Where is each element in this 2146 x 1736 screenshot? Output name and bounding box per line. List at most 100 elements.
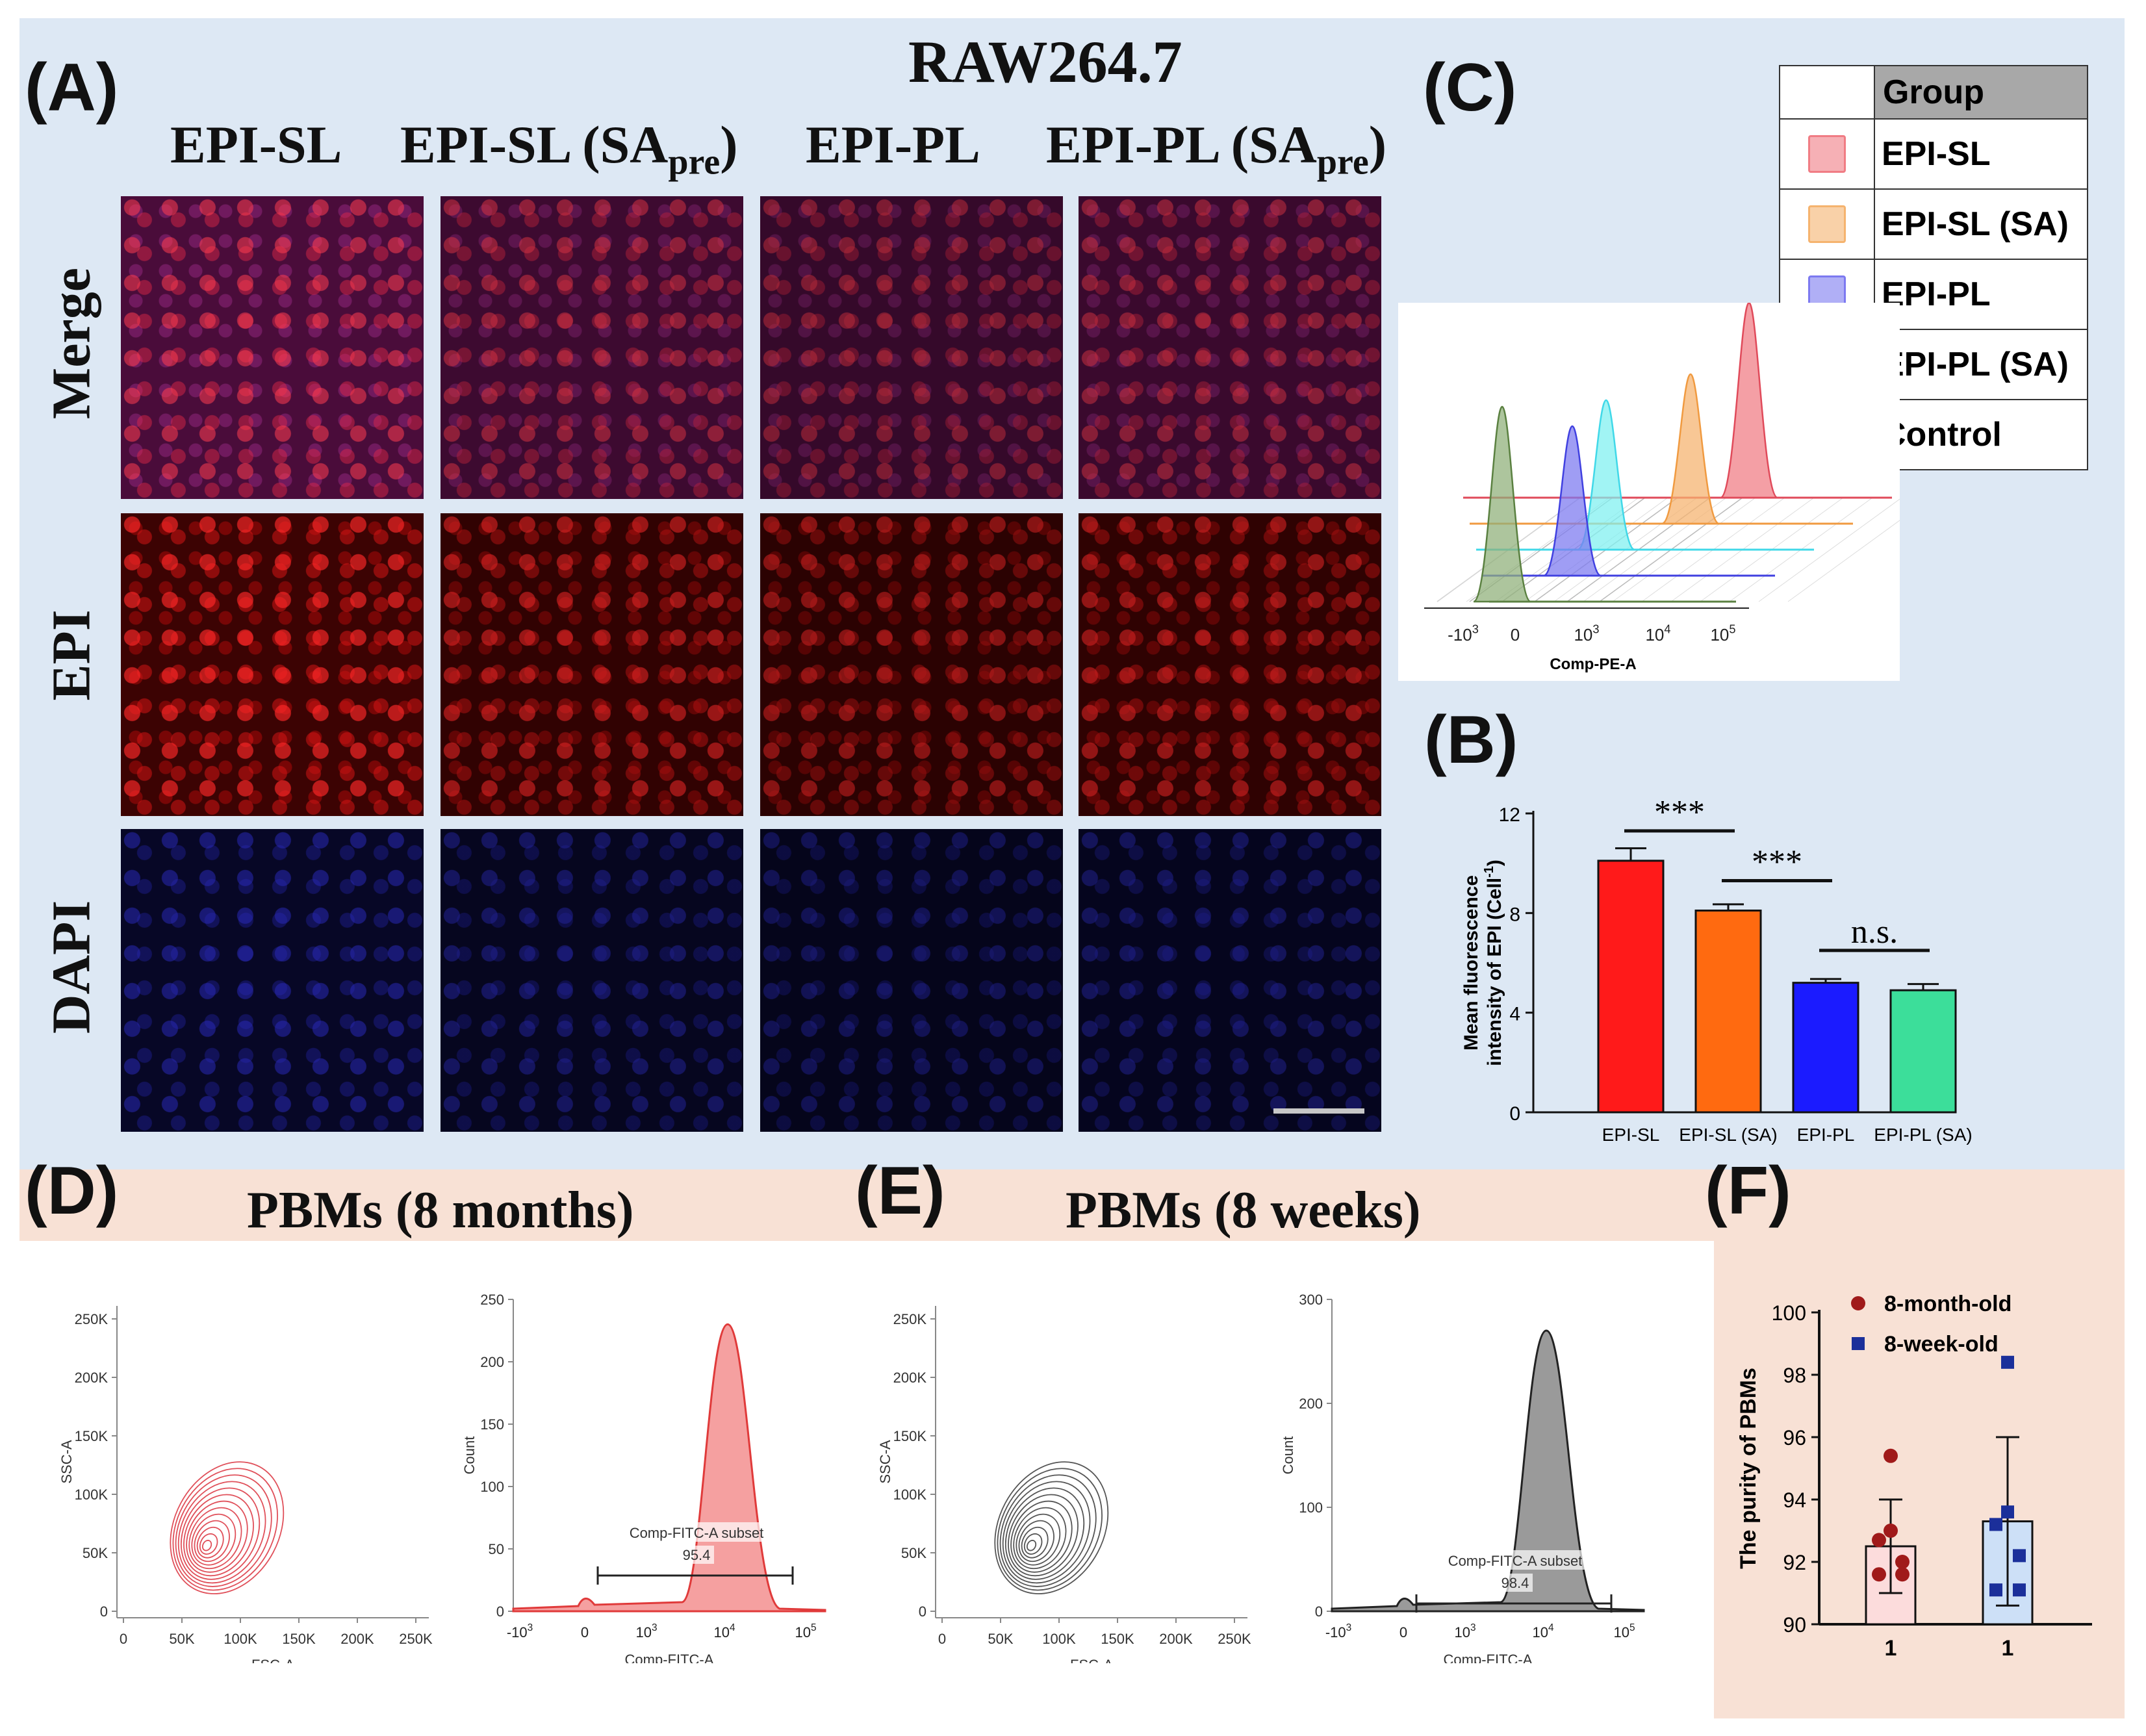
contour-xtick-label: 50K (988, 1631, 1013, 1647)
contour-ring (194, 1520, 230, 1563)
panel-b-label: (B) (1424, 702, 1518, 778)
contour-xtick-label: 0 (938, 1631, 946, 1647)
contour-ring (188, 1507, 242, 1570)
contour-ring (201, 1540, 212, 1551)
f-point (1872, 1567, 1886, 1582)
hist-ytick-label: 250 (480, 1292, 504, 1308)
b-significance-label: *** (1654, 794, 1705, 831)
c-series-peak (1577, 399, 1635, 551)
micrograph-epi-epi-pl (760, 513, 1063, 816)
contour-ring (1023, 1533, 1043, 1555)
f-legend-marker-week (1852, 1337, 1865, 1350)
hist-x-axis-label: Comp-FITC-A (625, 1652, 714, 1663)
hist-gate-label-bg (1444, 1550, 1587, 1570)
f-point (1884, 1524, 1898, 1538)
contour-ring (186, 1500, 248, 1573)
hist-ytick-label: 50 (489, 1541, 504, 1557)
contour-xtick-label: 150K (282, 1631, 316, 1647)
hist-xtick-label: 103 (635, 1622, 657, 1640)
panel-e-label: (E) (855, 1153, 945, 1229)
panel-f-background (1714, 1169, 2125, 1718)
b-ytick-label: 0 (1509, 1103, 1520, 1125)
f-legend-marker-month (1851, 1296, 1865, 1310)
hist-area (512, 1323, 826, 1613)
contour-ytick-label: 100K (893, 1487, 927, 1503)
micrograph-merge-epi-pl-sapre (1079, 196, 1381, 499)
hist-xtick-label: 104 (1532, 1622, 1553, 1640)
row-label-dapi: DAPI (41, 900, 102, 1034)
contour-ring (1004, 1487, 1085, 1580)
hist-xtick-label: 103 (1454, 1622, 1475, 1640)
hist-ytick-label: 200 (1299, 1396, 1323, 1412)
row-label-epi: EPI (41, 609, 102, 701)
flow-overlay-container: -103 0 103 104 105 Comp-PE-A (1398, 301, 1932, 681)
c-floor-grid-minor (1758, 497, 1902, 602)
legend-row-epi-sl-sa: EPI-SL (SA) (1779, 188, 2088, 260)
panel-f-label: (F) (1705, 1153, 1791, 1229)
hist-xtick-label: 0 (1399, 1624, 1407, 1640)
contour-x-axis-label: FSC-A (251, 1657, 294, 1663)
contour-xtick-label: 100K (224, 1631, 257, 1647)
f-category-label: 1 (1885, 1636, 1897, 1661)
panel-d-label: (D) (25, 1153, 119, 1229)
contour-ytick-label: 50K (901, 1545, 926, 1561)
f-point (1989, 1583, 2002, 1597)
f-y-axis-label: The purity of PBMs (1736, 1368, 1761, 1569)
contour-ring (177, 1481, 266, 1584)
f-point (1895, 1555, 1910, 1569)
contour-ring (997, 1468, 1103, 1591)
b-bar (1889, 989, 1957, 1114)
b-bar (1694, 910, 1762, 1114)
contour-ytick-label: 100K (75, 1487, 109, 1503)
column-label-epi-pl: EPI-PL (806, 115, 980, 174)
panel-e-title: PBMs (8 weeks) (1066, 1182, 1421, 1239)
b-bar (1597, 860, 1665, 1114)
panel-d-title: PBMs (8 months) (247, 1182, 634, 1239)
contour-ring (199, 1533, 218, 1555)
legend-label-epi-sl: EPI-SL (1874, 118, 2088, 190)
f-point (1884, 1448, 1898, 1463)
b-significance-label: n.s. (1851, 913, 1898, 951)
b-category-label: EPI-PL (SA) (1874, 1125, 1972, 1145)
contour-xtick-label: 150K (1101, 1631, 1134, 1647)
contour-ring (1021, 1526, 1049, 1559)
hist-ytick-label: 100 (1299, 1500, 1323, 1516)
f-point (2001, 1355, 2014, 1369)
hist-gate-label: Comp-FITC-A subset (1448, 1553, 1583, 1569)
f-ytick-label: 100 (1772, 1301, 1806, 1325)
contour-xtick-label: 50K (169, 1631, 194, 1647)
row-label-merge: Merge (41, 267, 102, 420)
contour-plot-d: 0 50K 100K 150K 200K 250K 0 50K 100K 150K 200K 250K… (58, 1306, 433, 1663)
f-legend-label-month: 8-month-old (1884, 1292, 2012, 1316)
hist-ytick-label: 150 (480, 1416, 504, 1433)
contour-ring (994, 1461, 1109, 1594)
b-category-label: EPI-SL (SA) (1679, 1125, 1777, 1145)
contour-ytick-label: 200K (893, 1370, 927, 1386)
contour-ring (999, 1474, 1097, 1587)
micrograph-epi-epi-sl (121, 513, 424, 816)
hist-gate-value: 98.4 (1501, 1575, 1529, 1591)
legend-swatch-epi-sl (1808, 135, 1846, 173)
contour-x-axis-label: FSC-A (1070, 1657, 1113, 1663)
panel-c-label: (C) (1423, 50, 1517, 125)
f-category-label: 1 (2002, 1636, 2014, 1661)
f-point (1989, 1518, 2002, 1531)
contour-xtick-label: 250K (1218, 1631, 1251, 1647)
contour-y-axis-label: SSC-A (58, 1440, 75, 1484)
c-series-peak (1661, 373, 1720, 525)
contour-y-axis-label: SSC-A (877, 1440, 893, 1484)
contour-xtick-label: 0 (120, 1631, 127, 1647)
c-series-peak (1543, 425, 1602, 577)
f-ytick-label: 90 (1783, 1613, 1806, 1637)
hist-gate-value-bg (679, 1546, 714, 1564)
c-xtick-label: 105 (1710, 622, 1735, 645)
f-ytick-label: 98 (1783, 1364, 1806, 1387)
hist-xtick-label: 104 (713, 1622, 735, 1640)
micrograph-dapi-epi-pl-sapre (1079, 829, 1381, 1132)
c-xtick-label: -103 (1448, 622, 1479, 645)
c-x-axis-label: Comp-PE-A (1550, 656, 1636, 673)
contour-ring (1010, 1500, 1073, 1573)
cell-line-title: RAW264.7 (908, 29, 1182, 95)
contour-ytick-label: 150K (893, 1428, 927, 1444)
c-series-peak (1720, 301, 1778, 499)
